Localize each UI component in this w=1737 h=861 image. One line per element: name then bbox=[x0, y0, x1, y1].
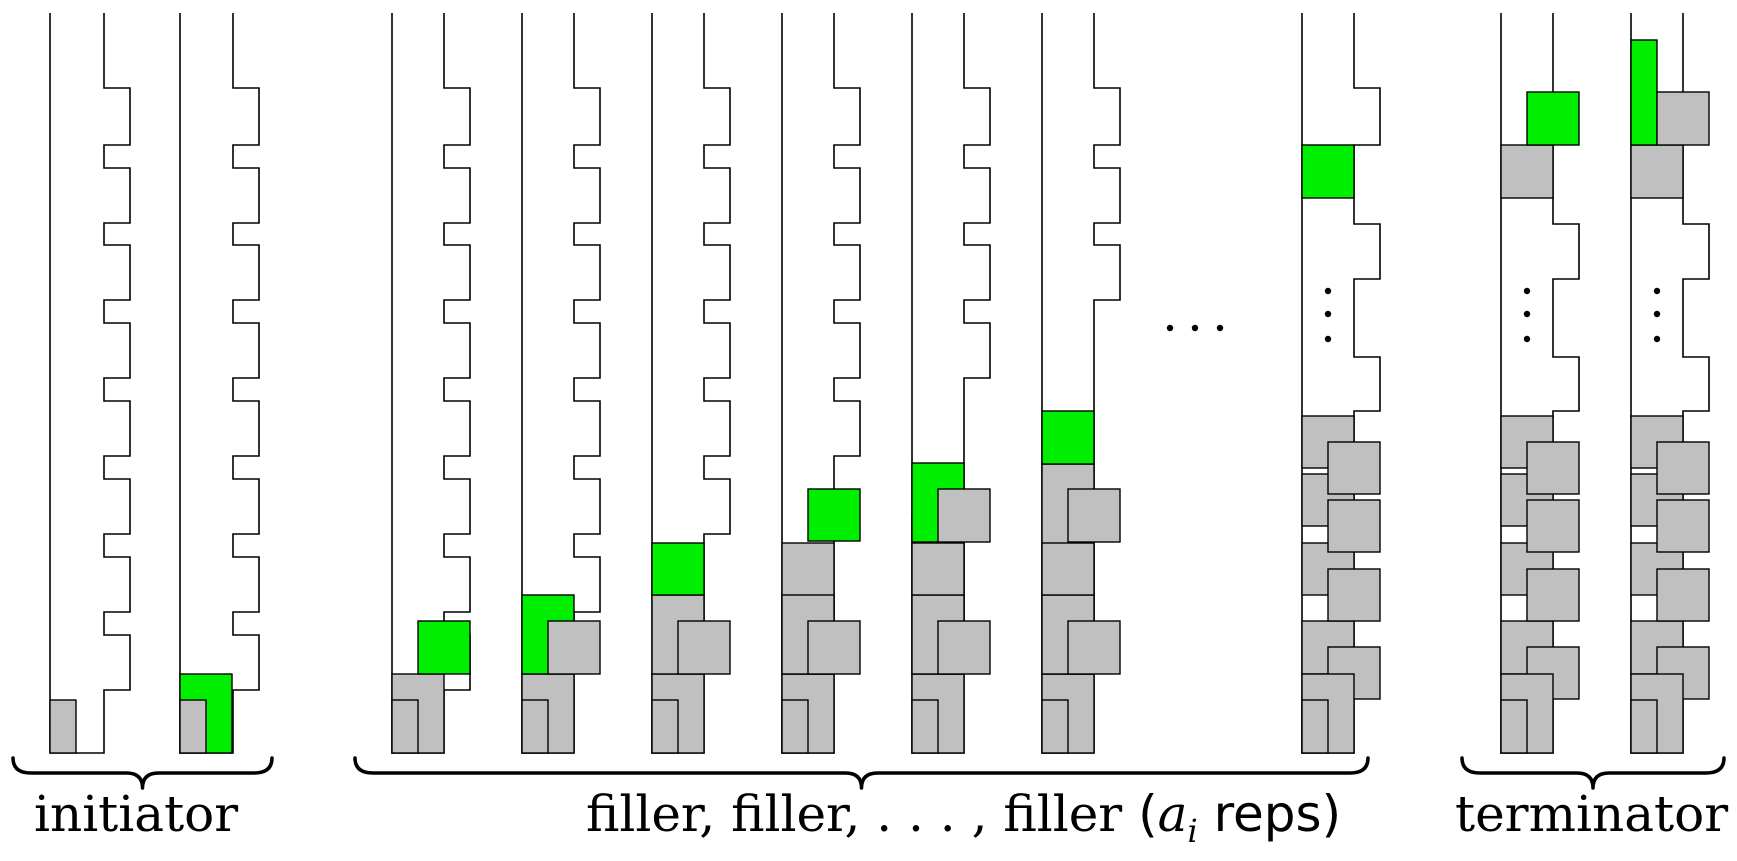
initiator-column-1 bbox=[49, 13, 131, 754]
filler-column bbox=[521, 13, 601, 754]
gray-tile bbox=[391, 699, 419, 754]
gray-tile bbox=[1500, 144, 1554, 199]
filler-column bbox=[911, 13, 991, 754]
gray-shifted-tile bbox=[1327, 499, 1381, 553]
gray-tile bbox=[937, 620, 991, 675]
gray-shifted-tile bbox=[1526, 568, 1580, 622]
gray-tile bbox=[911, 699, 939, 754]
gray-shifted-tile bbox=[1526, 499, 1580, 553]
gray-shifted-tile bbox=[1656, 568, 1710, 622]
gray-tile bbox=[1041, 542, 1095, 596]
gray-tile bbox=[781, 699, 809, 754]
vertical-ellipsis-dot bbox=[1324, 335, 1332, 343]
gray-shifted-tile bbox=[1656, 441, 1710, 495]
gray-tile bbox=[1301, 699, 1329, 754]
gray-tile bbox=[677, 620, 731, 675]
green-tile bbox=[1630, 39, 1658, 146]
green-tile bbox=[1301, 144, 1355, 199]
vertical-ellipsis-dot bbox=[1653, 287, 1661, 295]
reps-variable: a bbox=[1157, 785, 1188, 843]
gray-tile bbox=[1630, 699, 1658, 754]
filler-label: filler, filler, . . . , filler (ai reps) bbox=[586, 784, 1341, 861]
gray-tile bbox=[1656, 91, 1710, 146]
reps-word: reps) bbox=[1197, 785, 1342, 843]
terminator-brace bbox=[1460, 756, 1726, 790]
gray-tile bbox=[911, 542, 965, 596]
terminator-label: terminator bbox=[1455, 785, 1729, 843]
gray-shifted-tile bbox=[1327, 441, 1381, 495]
gray-tile bbox=[521, 699, 549, 754]
green-tile bbox=[417, 620, 471, 675]
reps-open-paren: ( bbox=[1138, 785, 1158, 843]
gray-tile bbox=[651, 699, 679, 754]
gray-tile bbox=[179, 699, 207, 754]
green-tile bbox=[1041, 410, 1095, 465]
filler-column bbox=[781, 13, 861, 754]
reps-subscript: i bbox=[1187, 812, 1198, 850]
gray-shifted-tile bbox=[1327, 568, 1381, 622]
gray-shifted-tile bbox=[1526, 441, 1580, 495]
vertical-ellipsis-dot bbox=[1523, 287, 1531, 295]
initiator-brace bbox=[11, 756, 274, 790]
gray-tile bbox=[49, 699, 77, 754]
green-tile bbox=[807, 488, 861, 542]
gray-tile bbox=[807, 620, 861, 675]
gray-tile bbox=[937, 488, 991, 543]
vertical-ellipsis-dot bbox=[1523, 310, 1531, 318]
gray-tile bbox=[1067, 620, 1121, 675]
vertical-ellipsis-dot bbox=[1324, 310, 1332, 318]
ellipsis-dots bbox=[1166, 287, 1661, 343]
filler-label-text: filler, filler, . . . , filler bbox=[586, 785, 1123, 843]
vertical-ellipsis-dot bbox=[1653, 310, 1661, 318]
gray-tile bbox=[1067, 488, 1121, 543]
vertical-ellipsis-dot bbox=[1523, 335, 1531, 343]
gray-tile bbox=[547, 620, 601, 675]
horizontal-ellipsis-dot bbox=[1191, 324, 1199, 332]
initiator-label: initiator bbox=[34, 785, 239, 843]
vertical-ellipsis-dot bbox=[1324, 287, 1332, 295]
initiator-column-2 bbox=[179, 13, 260, 754]
green-tile bbox=[1526, 91, 1580, 146]
horizontal-ellipsis-dot bbox=[1216, 324, 1224, 332]
group-braces bbox=[11, 756, 1726, 790]
gray-tile bbox=[1630, 144, 1684, 199]
green-tile bbox=[651, 542, 705, 596]
filler-brace bbox=[353, 756, 1370, 790]
tile-squares bbox=[49, 39, 1710, 754]
gray-tile bbox=[1500, 699, 1528, 754]
gray-tile bbox=[1041, 699, 1069, 754]
vertical-ellipsis-dot bbox=[1653, 335, 1661, 343]
horizontal-ellipsis-dot bbox=[1166, 324, 1174, 332]
column-outlines bbox=[49, 13, 1710, 754]
filler-column bbox=[651, 13, 731, 754]
gray-shifted-tile bbox=[1656, 499, 1710, 553]
